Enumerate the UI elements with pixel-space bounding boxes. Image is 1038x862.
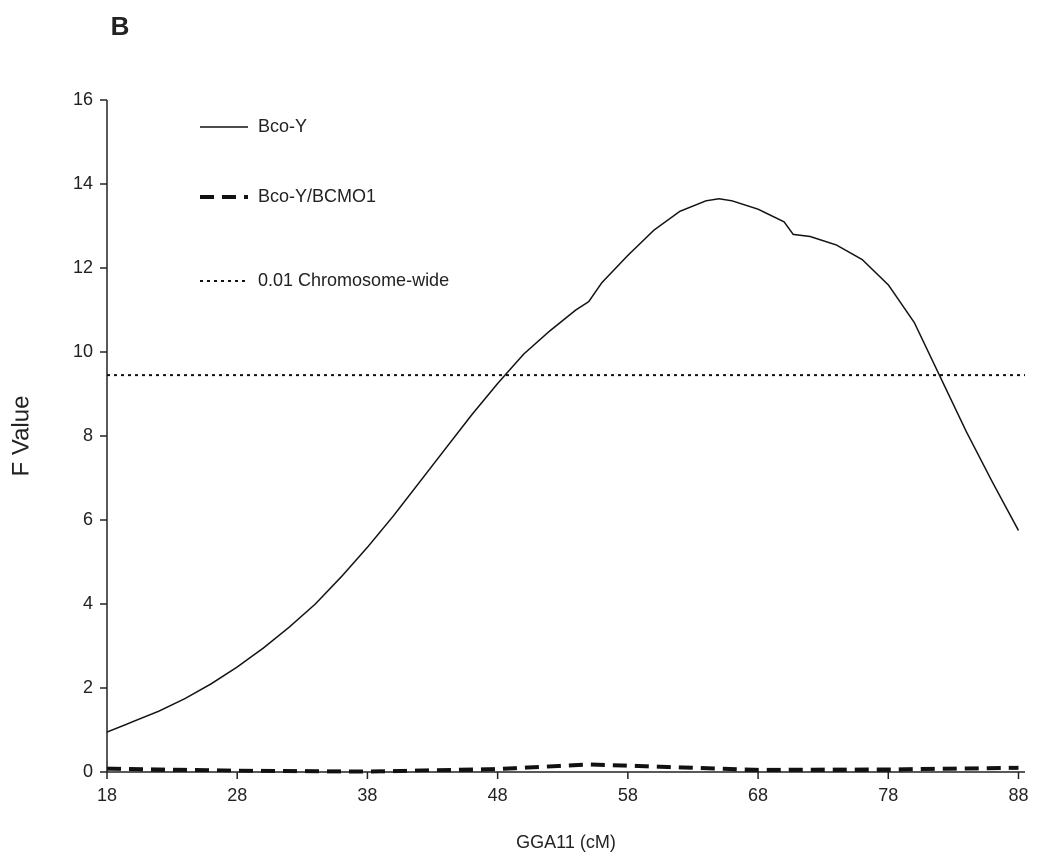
legend-label: Bco-Y/BCMO1: [258, 186, 376, 206]
x-tick-label: 28: [227, 785, 247, 805]
series-line: [106, 197, 1020, 733]
panel-label: B: [111, 11, 130, 41]
y-tick-label: 14: [73, 173, 93, 193]
x-tick-label: 88: [1008, 785, 1028, 805]
y-tick-label: 16: [73, 89, 93, 109]
y-tick-label: 8: [83, 425, 93, 445]
y-axis-label: F Value: [7, 396, 34, 477]
y-tick-label: 10: [73, 341, 93, 361]
x-tick-label: 38: [357, 785, 377, 805]
legend-label: Bco-Y: [258, 116, 307, 136]
x-axis-label: GGA11 (cM): [516, 832, 616, 852]
y-tick-label: 12: [73, 257, 93, 277]
legend-label: 0.01 Chromosome-wide: [258, 270, 449, 290]
x-tick-label: 68: [748, 785, 768, 805]
y-tick-label: 2: [83, 677, 93, 697]
series-line: [106, 762, 1019, 774]
x-tick-label: 78: [878, 785, 898, 805]
x-tick-label: 58: [618, 785, 638, 805]
y-tick-label: 4: [83, 593, 93, 613]
x-tick-label: 18: [97, 785, 117, 805]
x-tick-label: 48: [488, 785, 508, 805]
y-tick-label: 0: [83, 761, 93, 781]
y-tick-label: 6: [83, 509, 93, 529]
